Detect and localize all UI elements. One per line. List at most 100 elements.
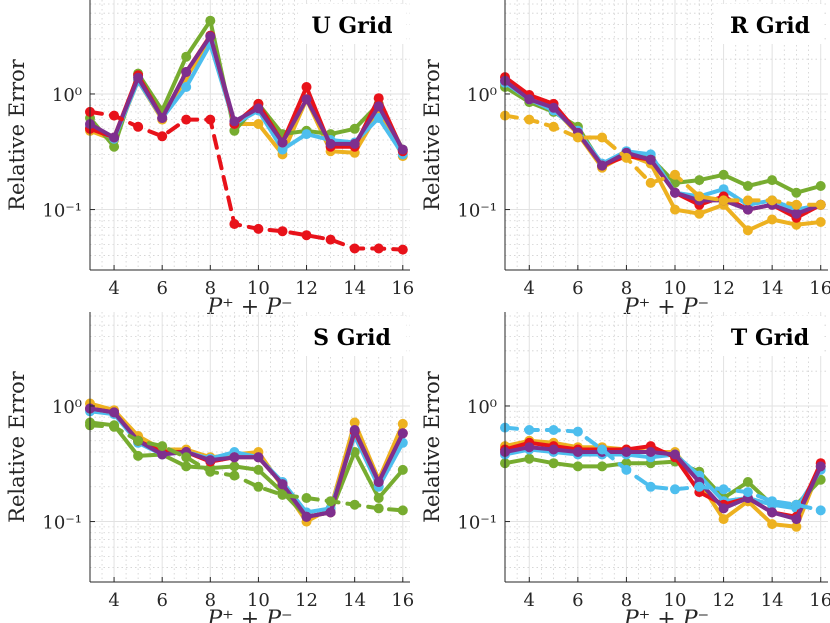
data-point — [791, 499, 802, 510]
data-point — [742, 204, 753, 215]
data-point — [815, 461, 826, 472]
data-point — [718, 503, 729, 514]
data-point — [349, 425, 360, 435]
data-point — [742, 195, 753, 206]
series-green-dashed — [85, 420, 408, 516]
x-tick-label: 10 — [247, 590, 270, 611]
data-point — [572, 461, 583, 472]
data-point — [694, 191, 705, 202]
data-point — [815, 505, 826, 516]
data-point — [742, 181, 753, 191]
data-point — [791, 199, 802, 210]
data-point — [572, 447, 583, 457]
chart-title: R Grid — [730, 13, 810, 39]
data-point — [767, 195, 778, 206]
x-tick-label: 14 — [761, 278, 784, 299]
data-point — [597, 461, 608, 472]
data-point — [397, 144, 408, 155]
data-point — [718, 195, 729, 206]
data-point — [524, 453, 535, 464]
y-tick-label: 10⁻¹ — [42, 201, 82, 222]
data-point — [645, 154, 656, 165]
data-point — [181, 461, 192, 472]
data-point — [524, 425, 535, 435]
data-point — [109, 132, 120, 143]
data-point — [621, 464, 632, 475]
series-purple — [500, 75, 826, 219]
y-axis-label: Relative Error — [5, 58, 29, 211]
y-tick-label: 10⁻¹ — [457, 201, 497, 222]
data-point — [229, 461, 240, 472]
data-point — [325, 507, 336, 518]
x-tick-label: 14 — [343, 590, 366, 611]
data-point — [670, 449, 680, 460]
x-tick-label: 6 — [572, 278, 583, 299]
data-point — [301, 230, 312, 241]
data-point — [767, 496, 778, 507]
title-box — [298, 4, 406, 44]
data-point — [670, 187, 680, 198]
data-point — [397, 464, 408, 475]
data-point — [815, 199, 826, 210]
data-point — [548, 444, 559, 455]
data-point — [373, 493, 384, 503]
data-point — [742, 487, 753, 498]
x-tick-label: 14 — [343, 278, 366, 299]
data-point — [373, 113, 384, 123]
y-tick-label: 10⁰ — [52, 85, 82, 106]
data-point — [373, 101, 384, 112]
data-point — [670, 169, 680, 180]
y-tick-label: 10⁰ — [467, 397, 497, 418]
y-axis-label: Relative Error — [5, 370, 29, 523]
chart-panel-4: 4 6 8 10 12 14 16 10⁰ 10⁻¹ P⁺ + P⁻ Relative Error T… — [420, 312, 830, 623]
data-point — [109, 407, 120, 418]
data-point — [301, 511, 312, 522]
data-point — [205, 466, 216, 477]
x-axis-label: P⁺ + P⁻ — [206, 607, 292, 623]
data-point — [349, 243, 360, 254]
data-point — [133, 121, 144, 132]
data-point — [349, 123, 360, 134]
data-point — [253, 481, 264, 492]
data-point — [397, 428, 408, 439]
series-yellow-dashed — [500, 110, 826, 210]
data-point — [718, 484, 729, 495]
data-point — [229, 452, 240, 463]
data-point — [524, 114, 535, 125]
data-point — [325, 138, 336, 149]
x-tick-label: 16 — [809, 278, 830, 299]
x-tick-label: 6 — [156, 590, 167, 611]
data-point — [349, 138, 360, 149]
data-point — [253, 103, 264, 114]
data-point — [742, 477, 753, 487]
data-point — [205, 114, 216, 125]
data-point — [253, 119, 264, 129]
data-point — [277, 226, 288, 237]
data-point — [277, 137, 288, 148]
data-point — [205, 455, 216, 466]
data-point — [767, 175, 778, 186]
data-point — [767, 214, 778, 225]
major-grid — [90, 312, 410, 582]
series-line — [88, 33, 405, 154]
x-tick-label: 12 — [712, 590, 735, 611]
data-point — [253, 223, 264, 234]
data-point — [694, 208, 705, 219]
data-point — [109, 141, 120, 152]
data-point — [621, 152, 632, 163]
x-tick-label: 10 — [664, 278, 687, 299]
data-point — [133, 450, 144, 461]
data-point — [109, 421, 120, 432]
data-point — [645, 447, 656, 457]
data-point — [301, 129, 312, 140]
x-tick-label: 16 — [391, 590, 414, 611]
data-point — [548, 458, 559, 469]
data-point — [133, 72, 144, 83]
x-tick-label: 12 — [295, 278, 318, 299]
data-point — [181, 82, 192, 92]
data-point — [325, 496, 336, 507]
data-point — [597, 160, 608, 171]
x-tick-label: 6 — [156, 278, 167, 299]
x-tick-label: 12 — [712, 278, 735, 299]
